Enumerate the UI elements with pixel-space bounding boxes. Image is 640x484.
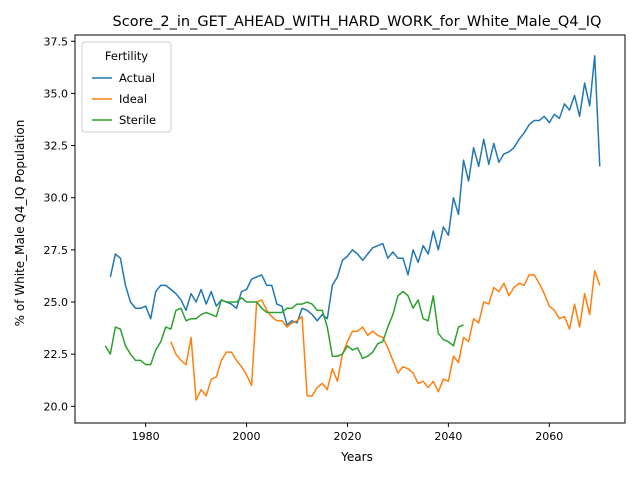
legend-label-sterile: Sterile (119, 113, 156, 127)
axes: 1980 2000 2020 2040 2060 20.0 22.5 25.0 27.5 30.0… (44, 35, 564, 443)
y-tick-label: 30.0 (44, 192, 69, 205)
series-line-ideal (170, 269, 601, 401)
x-tick-label: 2060 (535, 430, 563, 443)
plot-area (104, 55, 601, 401)
series-line-sterile (104, 290, 464, 366)
plot-frame (74, 34, 626, 424)
y-tick-label: 32.5 (44, 140, 69, 153)
x-tick-label: 2020 (333, 430, 361, 443)
y-tick-label: 27.5 (44, 244, 69, 257)
legend-label-actual: Actual (119, 71, 155, 85)
x-tick-label: 1980 (132, 430, 160, 443)
y-tick-label: 25.0 (44, 296, 69, 309)
legend-label-ideal: Ideal (119, 92, 147, 106)
x-axis-label: Years (340, 450, 373, 464)
legend-box (81, 41, 172, 133)
series-line-actual (109, 55, 601, 326)
x-tick-label: 2040 (434, 430, 462, 443)
y-tick-label: 22.5 (44, 348, 69, 361)
legend: Fertility Actual Ideal Sterile (81, 41, 172, 133)
chart-title: Score_2_in_GET_AHEAD_WITH_HARD_WORK_for_… (113, 14, 602, 30)
y-axis-label: % of White_Male Q4_IQ Population (13, 120, 27, 327)
x-tick-label: 2000 (233, 430, 261, 443)
y-tick-label: 35.0 (44, 87, 69, 100)
legend-title: Fertility (105, 49, 148, 63)
y-tick-label: 20.0 (44, 400, 69, 413)
y-tick-label: 37.5 (44, 35, 69, 48)
